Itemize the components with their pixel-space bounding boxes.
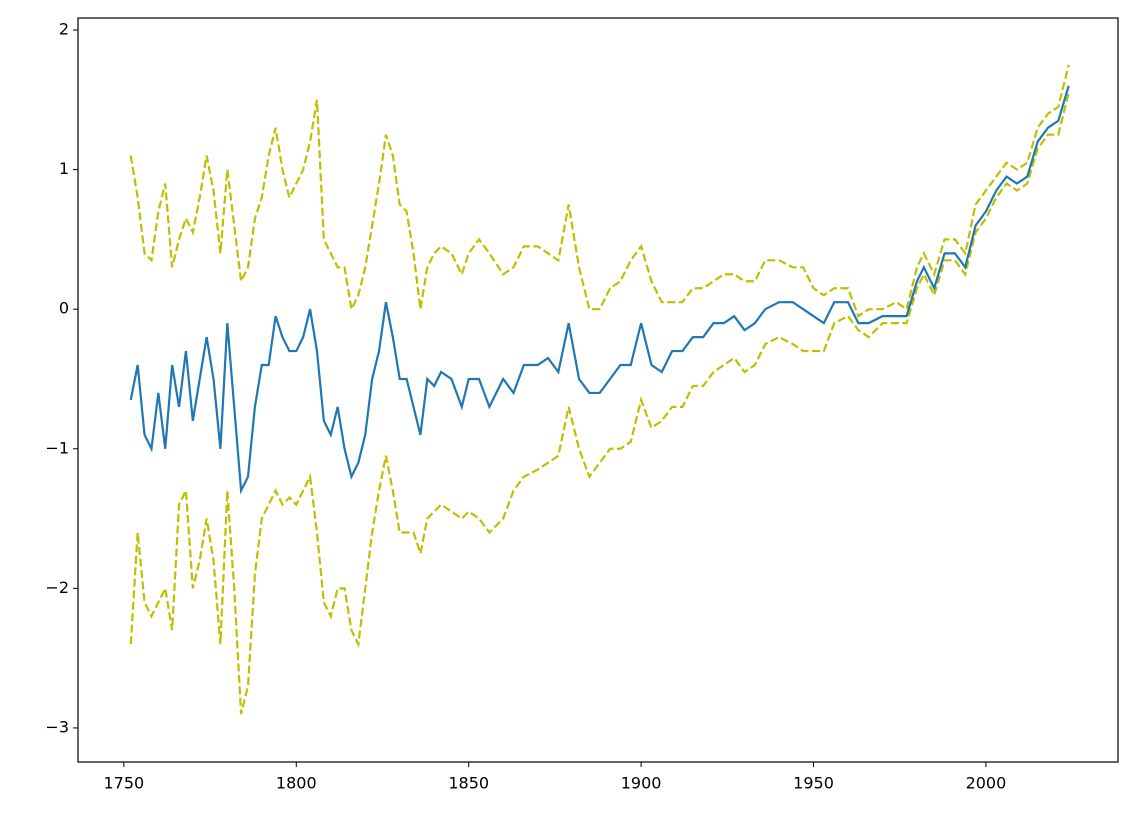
y-tick-label: 1 — [59, 159, 69, 178]
data-line — [129, 85, 1070, 495]
x-tick-label: 2000 — [966, 774, 1007, 793]
x-tick-label: 1850 — [448, 774, 489, 793]
plot-frame — [77, 17, 1119, 763]
y-tick-label: 2 — [59, 20, 69, 39]
x-tick-label: 1900 — [621, 774, 662, 793]
y-tick-label: −2 — [45, 578, 69, 597]
x-tick-label: 1750 — [104, 774, 145, 793]
y-tick-label: −1 — [45, 438, 69, 457]
data-line — [129, 92, 1070, 715]
y-tick-label: −3 — [45, 717, 69, 736]
y-tick-label: 0 — [59, 299, 69, 318]
data-line — [129, 64, 1070, 318]
x-tick-label: 1800 — [276, 774, 317, 793]
x-tick-label: 1950 — [793, 774, 834, 793]
